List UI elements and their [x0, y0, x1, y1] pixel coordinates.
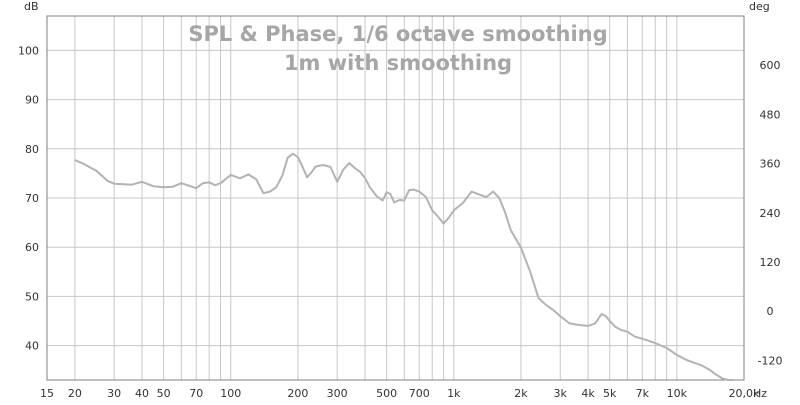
- y-tick-label-left: 90: [25, 94, 39, 107]
- plot-area-frame: [46, 15, 745, 381]
- y-tick-label-right: 0: [767, 305, 774, 318]
- left-axis-ticks: 40 50 60 70 80 90 100: [18, 44, 39, 352]
- y-tick-label-left: 60: [25, 241, 39, 254]
- chart-title-line-2: 1m with smoothing: [284, 51, 512, 75]
- x-axis-ticks: 15 20 30 40 50 70 100 200 300 500 700 1k 2k 3k 4k 5k 7k 1…: [40, 387, 760, 400]
- x-tick-label: 20: [68, 387, 82, 400]
- y-tick-label-right: 120: [760, 256, 781, 269]
- x-tick-label: 20,0k: [729, 387, 760, 400]
- x-tick-label: 2k: [514, 387, 528, 400]
- x-tick-label: 40: [135, 387, 149, 400]
- x-tick-label: 300: [327, 387, 348, 400]
- x-tick-label: 50: [157, 387, 171, 400]
- y-tick-label-left: 70: [25, 192, 39, 205]
- x-tick-label: 7k: [636, 387, 650, 400]
- x-axis-unit-label: Hz: [753, 387, 767, 400]
- y-tick-label-right: -120: [758, 354, 783, 367]
- grid: [47, 16, 744, 380]
- x-tick-label: 70: [189, 387, 203, 400]
- right-axis-unit-label: deg: [749, 0, 770, 13]
- y-tick-label-left: 50: [25, 290, 39, 303]
- y-tick-label-left: 100: [18, 44, 39, 57]
- x-tick-label: 10k: [667, 387, 688, 400]
- x-tick-label: 4k: [581, 387, 595, 400]
- x-tick-label: 200: [287, 387, 308, 400]
- x-tick-label: 3k: [554, 387, 568, 400]
- x-tick-label: 15: [40, 387, 54, 400]
- x-tick-label: 30: [107, 387, 121, 400]
- y-tick-label-right: 360: [760, 158, 781, 171]
- x-tick-label: 5k: [603, 387, 617, 400]
- chart-title-line-1: SPL & Phase, 1/6 octave smoothing: [188, 22, 607, 46]
- y-tick-label-right: 600: [760, 59, 781, 72]
- y-tick-label-left: 80: [25, 143, 39, 156]
- spl-series-line: [74, 152, 734, 381]
- left-axis-unit-label: dB: [24, 0, 39, 13]
- y-tick-label-right: 480: [760, 108, 781, 121]
- x-tick-label: 700: [409, 387, 430, 400]
- x-tick-label: 100: [220, 387, 241, 400]
- right-axis-ticks: -120 0 120 240 360 480 600: [758, 59, 783, 367]
- y-tick-label-left: 40: [25, 340, 39, 353]
- x-tick-label: 1k: [447, 387, 461, 400]
- x-tick-label: 500: [376, 387, 397, 400]
- y-tick-label-right: 240: [760, 207, 781, 220]
